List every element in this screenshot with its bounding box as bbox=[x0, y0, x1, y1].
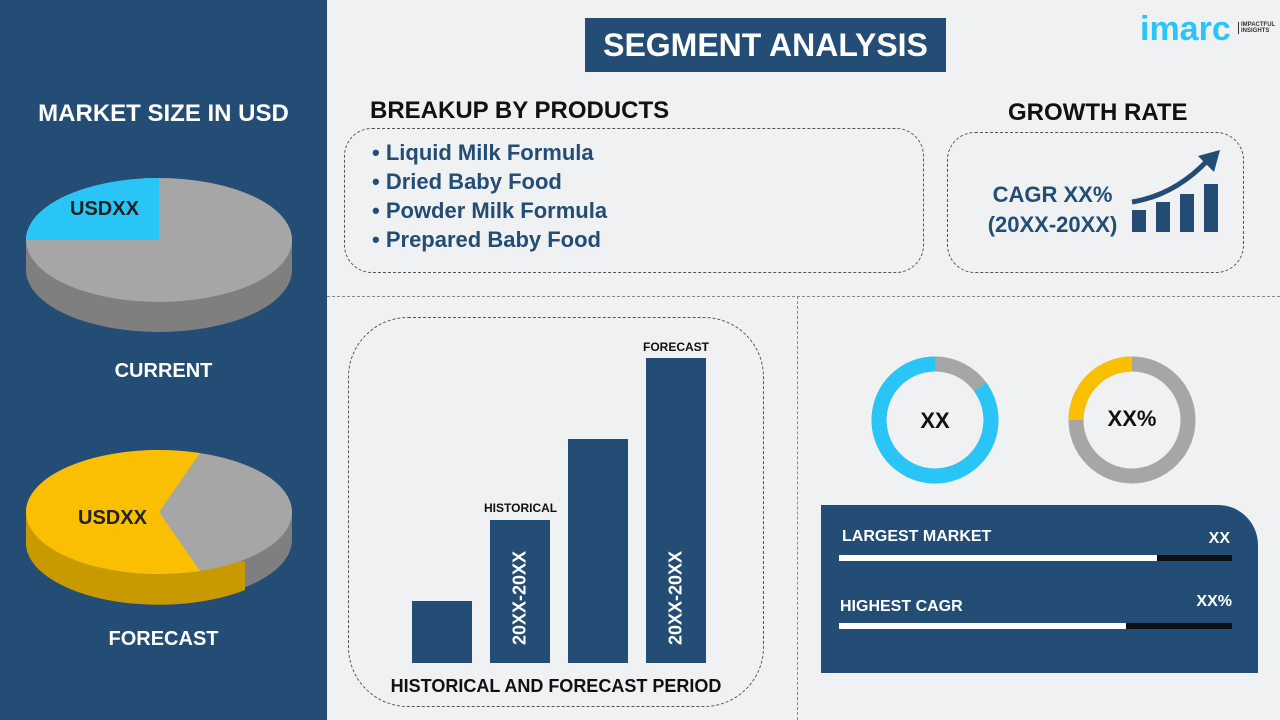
product-list: • Liquid Milk Formula • Dried Baby Food … bbox=[372, 138, 607, 254]
imarc-logo: imarc bbox=[1140, 10, 1231, 48]
current-pie bbox=[26, 178, 292, 332]
product-item: • Dried Baby Food bbox=[372, 169, 562, 194]
forecast-label: FORECAST bbox=[108, 628, 219, 650]
kpi-value: XX% bbox=[1196, 593, 1232, 610]
bar-chart bbox=[412, 358, 706, 663]
growth-chart-icon bbox=[1131, 150, 1220, 232]
bar bbox=[412, 601, 472, 663]
growth-box bbox=[947, 132, 1244, 273]
kpi-bar bbox=[839, 555, 1232, 561]
bars-footer: HISTORICAL AND FORECAST PERIOD bbox=[390, 676, 722, 696]
products-heading: BREAKUP BY PRODUCTS bbox=[370, 97, 670, 124]
current-label: CURRENT bbox=[114, 360, 213, 382]
kpi-label: LARGEST MARKET bbox=[842, 528, 992, 545]
bar bbox=[646, 358, 706, 663]
donut-2-value: XX% bbox=[1107, 406, 1157, 431]
market-size-heading: MARKET SIZE IN USD bbox=[38, 100, 289, 127]
logo-tagline: IMPACTFUL INSIGHTS bbox=[1238, 22, 1278, 34]
cagr-text: CAGR XX% (20XX-20XX) bbox=[987, 182, 1118, 237]
donut-segment bbox=[1068, 356, 1196, 484]
kpi-value: XX bbox=[1208, 530, 1230, 547]
donut-1-value: XX bbox=[920, 408, 950, 433]
product-item: • Liquid Milk Formula bbox=[372, 140, 594, 165]
historical-label: HISTORICAL bbox=[484, 501, 558, 515]
forecast-pie bbox=[25, 450, 292, 605]
forecast-bar-label: FORECAST bbox=[643, 340, 709, 354]
current-value: USDXX bbox=[70, 198, 139, 220]
products-box bbox=[344, 128, 924, 273]
growth-heading: GROWTH RATE bbox=[1008, 99, 1188, 126]
bars-box bbox=[348, 317, 764, 707]
forecast-period: 20XX-20XX bbox=[665, 550, 686, 646]
divider bbox=[797, 296, 798, 720]
bar bbox=[490, 520, 550, 663]
kpi-panel: LARGEST MARKET XX HIGHEST CAGR XX% bbox=[821, 505, 1258, 673]
kpi-bar bbox=[839, 623, 1232, 629]
forecast-value: USDXX bbox=[78, 507, 147, 529]
donut-charts bbox=[871, 356, 1196, 484]
product-item: • Powder Milk Formula bbox=[372, 198, 608, 223]
page-title: SEGMENT ANALYSIS bbox=[585, 18, 946, 72]
historical-period: 20XX-20XX bbox=[509, 550, 530, 646]
bar bbox=[568, 439, 628, 663]
kpi-label: HIGHEST CAGR bbox=[840, 598, 963, 615]
divider bbox=[327, 296, 1280, 297]
product-item: • Prepared Baby Food bbox=[372, 227, 601, 252]
